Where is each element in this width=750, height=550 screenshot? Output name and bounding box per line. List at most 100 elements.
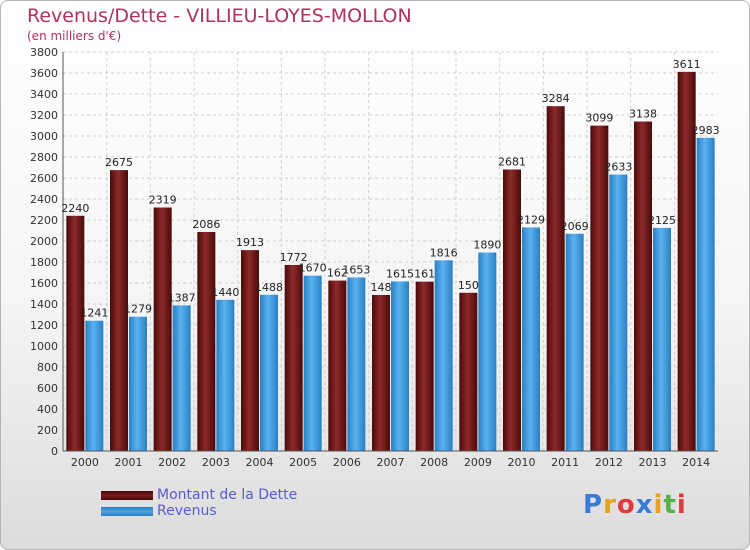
x-tick-label: 2000	[71, 456, 99, 469]
y-tick-label: 3800	[30, 46, 58, 59]
data-label-dette: 2681	[498, 155, 526, 168]
data-label-dette: 162	[327, 267, 348, 280]
chart-title: Revenus/Dette - VILLIEU-LOYES-MOLLON	[27, 5, 412, 27]
data-label-dette: 2675	[105, 156, 133, 169]
grid-lines	[63, 51, 718, 452]
y-tick-label: 2600	[30, 172, 58, 185]
bar-revenus	[565, 233, 584, 451]
bar-revenus	[609, 174, 628, 451]
bar-revenus	[391, 281, 409, 451]
y-tick-label: 3400	[30, 88, 58, 101]
bar-revenus	[653, 227, 671, 451]
data-label-revenus: 2633	[604, 161, 632, 174]
x-tick-label: 2014	[682, 456, 710, 469]
bar-dette	[66, 215, 85, 451]
bar-dette	[241, 250, 259, 451]
bar-revenus	[434, 260, 453, 451]
data-label-dette: 1772	[280, 251, 308, 264]
y-tick-label: 200	[37, 424, 58, 437]
bar-revenus	[85, 320, 104, 451]
data-label-dette: 2240	[61, 202, 89, 215]
data-label-dette: 3138	[629, 108, 657, 121]
data-label-revenus: 1615	[386, 267, 414, 280]
x-tick-label: 2003	[202, 456, 230, 469]
bar-dette	[503, 169, 521, 451]
y-tick-label: 400	[37, 403, 58, 416]
bar-dette	[197, 231, 216, 451]
bar-dette	[546, 106, 565, 452]
proxiti-logo: Proxiti	[583, 490, 687, 520]
logo-letter: i	[653, 490, 664, 520]
x-tick-label: 2013	[639, 456, 667, 469]
x-tick-label: 2004	[246, 456, 274, 469]
data-label-dette: 161	[414, 268, 435, 281]
y-tick-label: 1000	[30, 340, 58, 353]
logo-letter: o	[616, 490, 636, 520]
chart-subtitle: (en milliers d'€)	[27, 29, 122, 43]
y-tick-label: 2800	[30, 151, 58, 164]
legend-swatch-dette	[101, 491, 153, 500]
data-label-revenus: 1440	[211, 286, 239, 299]
y-tick-label: 1400	[30, 298, 58, 311]
data-label-dette: 2086	[192, 218, 220, 231]
data-label-revenus: 1241	[80, 307, 108, 320]
data-label-revenus: 1670	[299, 262, 327, 275]
bar-dette	[328, 280, 347, 451]
legend-label-revenus: Revenus	[157, 503, 217, 519]
x-tick-label: 2006	[333, 456, 361, 469]
y-tick-label: 600	[37, 382, 58, 395]
data-label-revenus: 1387	[168, 291, 196, 304]
y-tick-label: 0	[51, 445, 58, 458]
data-label-revenus: 2069	[561, 220, 589, 233]
data-label-revenus: 1653	[342, 263, 370, 276]
y-tick-label: 1800	[30, 256, 58, 269]
data-label-dette: 2319	[149, 194, 177, 207]
data-label-dette: 150	[458, 279, 479, 292]
y-tick-label: 3600	[30, 67, 58, 80]
x-tick-label: 2010	[508, 456, 536, 469]
logo-letter: r	[603, 490, 617, 520]
bar-revenus	[260, 294, 278, 451]
bar-dette	[590, 125, 609, 451]
data-label-dette: 3284	[542, 92, 570, 105]
y-tick-label: 3200	[30, 109, 58, 122]
bar-dette	[634, 121, 652, 451]
data-label-revenus: 1488	[255, 281, 283, 294]
y-tick-label: 1600	[30, 277, 58, 290]
x-tick-label: 2009	[464, 456, 492, 469]
x-tick-label: 2002	[158, 456, 186, 469]
bar-revenus	[303, 275, 322, 451]
axes: 0 200 400 600 800 1000 1200 1400 1600 1800 2000 220…	[30, 46, 718, 469]
x-tick-label: 2005	[289, 456, 317, 469]
data-label-dette: 1913	[236, 236, 264, 249]
y-tick-label: 2200	[30, 214, 58, 227]
y-tick-label: 2000	[30, 235, 58, 248]
y-tick-label: 2400	[30, 193, 58, 206]
bar-dette	[415, 281, 434, 451]
data-label-dette: 148	[371, 281, 392, 294]
bar-revenus	[522, 227, 540, 451]
logo-letter: t	[663, 490, 677, 520]
bar-revenus	[172, 305, 191, 451]
bar-dette	[372, 294, 390, 451]
bar-revenus	[478, 252, 497, 451]
bar-dette	[153, 207, 172, 451]
x-tick-label: 2012	[595, 456, 623, 469]
data-labels: 2240 2675 2319 2086 1913 1772 162 148 161 150 2681…	[61, 58, 719, 320]
bar-dette	[459, 292, 478, 451]
bar-revenus	[347, 277, 366, 451]
data-label-revenus: 1279	[124, 303, 152, 316]
bars	[66, 71, 715, 452]
x-tick-label: 2011	[551, 456, 579, 469]
bar-dette	[677, 71, 696, 451]
data-label-revenus: 2125	[648, 214, 676, 227]
x-tick-label: 2001	[115, 456, 143, 469]
data-label-dette: 3611	[673, 58, 701, 71]
logo-letter: P	[583, 490, 604, 520]
bar-revenus	[696, 137, 715, 451]
bar-dette	[284, 264, 303, 451]
logo-letter: i	[676, 490, 687, 520]
legend-swatch-revenus	[101, 507, 153, 516]
